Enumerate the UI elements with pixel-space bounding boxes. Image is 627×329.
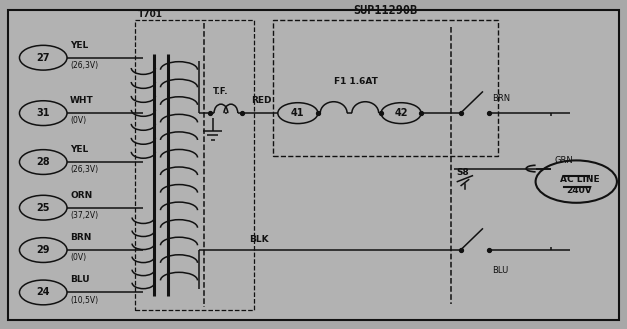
Text: BLU: BLU	[492, 266, 508, 275]
Text: BRN: BRN	[70, 233, 92, 242]
Text: 29: 29	[36, 245, 50, 255]
Text: SUP11290B: SUP11290B	[354, 4, 418, 17]
Text: ORN: ORN	[70, 190, 92, 199]
Text: 27: 27	[36, 53, 50, 63]
Text: BLU: BLU	[70, 275, 90, 284]
Text: 42: 42	[394, 108, 408, 118]
Bar	[273, 20, 498, 156]
Bar	[135, 20, 254, 310]
Text: 31: 31	[36, 108, 50, 118]
Text: BLK: BLK	[249, 235, 269, 244]
Text: T.F.: T.F.	[213, 87, 229, 96]
Text: 25: 25	[36, 203, 50, 213]
Text: (37,2V): (37,2V)	[70, 211, 98, 220]
Text: RED: RED	[251, 96, 271, 105]
Text: YEL: YEL	[70, 40, 88, 50]
Text: 41: 41	[291, 108, 305, 118]
Text: (26,3V): (26,3V)	[70, 61, 98, 70]
Text: YEL: YEL	[70, 145, 88, 154]
Text: GRN: GRN	[554, 156, 573, 165]
Text: (10,5V): (10,5V)	[70, 296, 98, 305]
Text: BRN: BRN	[492, 94, 510, 103]
Text: (0V): (0V)	[70, 116, 87, 125]
Text: 24: 24	[36, 288, 50, 297]
Text: (0V): (0V)	[70, 253, 87, 262]
Text: 28: 28	[36, 157, 50, 167]
Text: T701: T701	[139, 10, 163, 19]
Text: S8: S8	[456, 168, 469, 177]
Text: AC LINE
240V: AC LINE 240V	[559, 175, 599, 194]
Text: (26,3V): (26,3V)	[70, 165, 98, 174]
Text: F1 1.6AT: F1 1.6AT	[334, 77, 377, 86]
Text: WHT: WHT	[70, 96, 94, 105]
